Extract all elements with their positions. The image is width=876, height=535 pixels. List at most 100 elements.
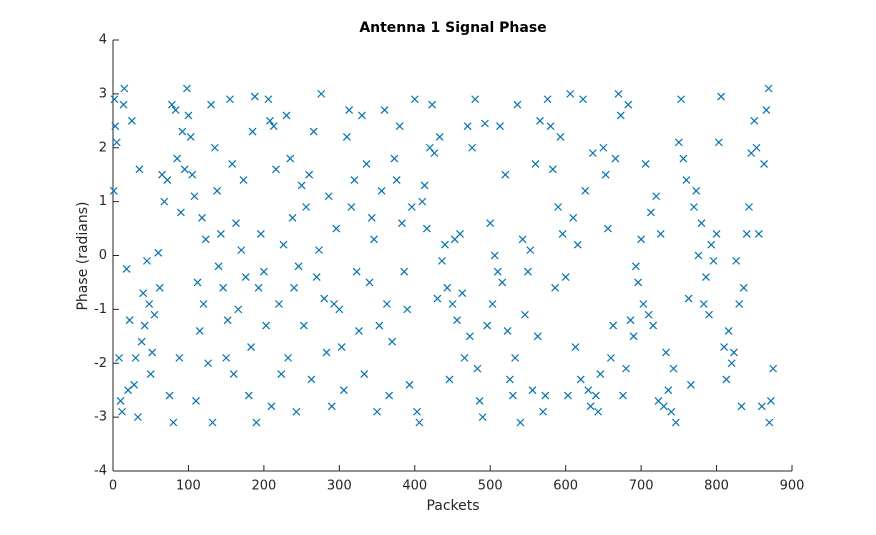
point xyxy=(493,267,502,276)
point xyxy=(533,332,542,341)
point xyxy=(498,278,507,287)
point xyxy=(707,240,716,249)
point xyxy=(524,267,532,276)
point xyxy=(481,119,489,128)
point xyxy=(709,256,718,265)
chart-title: Antenna 1 Signal Phase xyxy=(359,20,546,36)
point xyxy=(656,230,665,238)
x-tick-label: 400 xyxy=(402,479,427,494)
point xyxy=(320,294,329,303)
point xyxy=(116,397,125,405)
point xyxy=(561,273,570,281)
point xyxy=(282,111,291,120)
point xyxy=(345,106,354,114)
point xyxy=(362,159,371,168)
point xyxy=(531,159,540,168)
point xyxy=(252,418,261,427)
x-tick-label: 800 xyxy=(704,479,729,494)
point xyxy=(425,143,434,152)
point xyxy=(554,203,563,211)
point xyxy=(299,321,308,330)
point xyxy=(148,348,157,357)
point xyxy=(327,402,336,411)
point xyxy=(135,165,144,174)
point xyxy=(256,230,265,238)
point xyxy=(699,300,708,308)
point xyxy=(115,353,123,362)
point xyxy=(279,240,288,249)
point xyxy=(367,213,376,222)
point xyxy=(420,181,429,190)
point xyxy=(377,186,386,195)
point xyxy=(140,321,149,330)
x-tick-label: 100 xyxy=(176,479,201,494)
point xyxy=(626,316,635,325)
point xyxy=(766,397,775,405)
point xyxy=(210,143,219,152)
point xyxy=(163,176,172,184)
point xyxy=(732,256,741,265)
point xyxy=(428,100,437,109)
point xyxy=(566,89,575,98)
point xyxy=(445,375,454,384)
point xyxy=(248,127,257,136)
point xyxy=(596,370,605,378)
point xyxy=(315,246,323,255)
point xyxy=(207,100,216,109)
point xyxy=(204,359,212,368)
point xyxy=(193,278,202,287)
point xyxy=(171,106,180,114)
point xyxy=(631,262,640,271)
point xyxy=(521,310,529,319)
point xyxy=(764,84,773,93)
point xyxy=(664,386,673,395)
point xyxy=(488,300,497,308)
point xyxy=(443,283,452,292)
point xyxy=(305,170,314,179)
point xyxy=(118,407,126,416)
point xyxy=(244,391,253,400)
point xyxy=(239,176,248,184)
point xyxy=(229,370,238,378)
point xyxy=(438,256,446,265)
point xyxy=(503,327,512,335)
point xyxy=(536,116,544,125)
point xyxy=(380,106,389,114)
point xyxy=(473,364,482,373)
point xyxy=(201,235,210,244)
point xyxy=(652,192,661,201)
point xyxy=(297,181,306,190)
point xyxy=(119,100,128,109)
point xyxy=(125,316,134,325)
point xyxy=(588,149,597,158)
y-tick-label: 1 xyxy=(99,194,107,209)
point xyxy=(183,84,191,93)
point xyxy=(155,283,164,292)
point xyxy=(516,418,525,427)
point xyxy=(403,305,412,314)
point xyxy=(284,353,292,362)
point xyxy=(292,407,301,416)
point xyxy=(478,413,487,422)
point xyxy=(337,343,346,352)
x-tick-label: 700 xyxy=(629,479,654,494)
point xyxy=(347,203,356,211)
point xyxy=(395,122,404,131)
point xyxy=(190,192,199,201)
point xyxy=(198,213,206,222)
point xyxy=(754,230,763,238)
point xyxy=(213,186,222,195)
point xyxy=(511,353,520,362)
point xyxy=(518,235,527,244)
point xyxy=(184,111,193,120)
point xyxy=(634,278,643,287)
point xyxy=(120,84,129,93)
point xyxy=(558,230,567,238)
point xyxy=(309,127,318,136)
point xyxy=(684,294,693,303)
point xyxy=(322,348,331,357)
point xyxy=(441,240,449,249)
point xyxy=(388,337,397,346)
point xyxy=(581,186,590,195)
point xyxy=(382,300,391,308)
